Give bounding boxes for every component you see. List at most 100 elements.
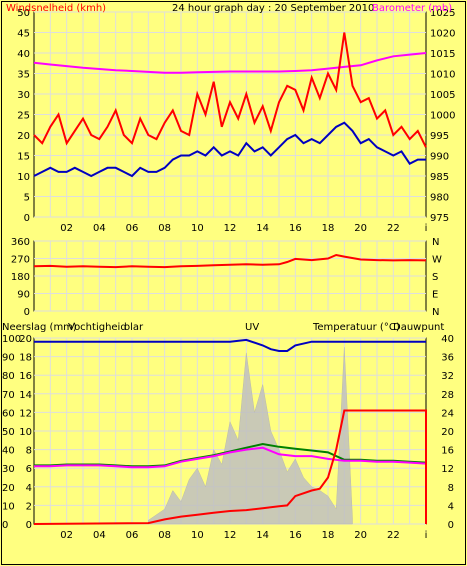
- barometer-tick-label: 1010: [430, 70, 455, 81]
- rain-x-tick-label: 16: [289, 530, 302, 541]
- barometer-tick-label: 985: [430, 172, 449, 183]
- temperature-tick-label: 20: [441, 427, 454, 438]
- rain-x-tick-label: 18: [322, 530, 335, 541]
- direction-tick-label: 270: [11, 255, 30, 266]
- compass-tick-label: S: [432, 272, 438, 283]
- barometer-axis-label: Barometer (mb): [372, 3, 452, 14]
- barometer-tick-label: 1025: [430, 8, 455, 19]
- wind-tick-label: 45: [17, 29, 30, 40]
- rain-tick-label: 14: [19, 390, 32, 401]
- rain-x-tick-label: 08: [158, 530, 171, 541]
- humidity-tick-label: 0: [2, 520, 8, 531]
- rain-tick-label: 4: [26, 483, 32, 494]
- rain-tick-label: 8: [26, 446, 32, 457]
- temperature-tick-label: 8: [448, 483, 454, 494]
- humidity-tick-label: 50: [2, 427, 15, 438]
- compass-tick-label: E: [432, 290, 438, 301]
- humidity-tick-label: 70: [2, 390, 15, 401]
- solar-uv-area: [148, 347, 353, 525]
- humidity-tick-label: 30: [2, 464, 15, 475]
- rain-tick-label: 0: [26, 520, 32, 531]
- rain-x-tick-label: 14: [256, 530, 269, 541]
- direction-tick-label: 90: [17, 290, 30, 301]
- temperature-tick-label: 4: [448, 501, 454, 512]
- rain-tick-label: 6: [26, 464, 32, 475]
- wind-series-line: [33, 32, 427, 148]
- wind-tick-label: 50: [17, 8, 30, 19]
- wind-x-tick-label: 10: [191, 223, 204, 234]
- direction-panel-series: [33, 253, 427, 269]
- wind-series-line: [33, 121, 426, 178]
- barometer-tick-label: 1000: [430, 111, 455, 122]
- legend-solar: olar: [124, 322, 144, 333]
- compass-tick-label: N: [432, 237, 439, 248]
- direction-tick-label: 360: [11, 237, 30, 248]
- temperature-tick-label: 12: [441, 464, 454, 475]
- legend-temperature: Temperatuur (°C): [312, 322, 400, 333]
- rain-temp-series-line: [34, 338, 426, 352]
- barometer-tick-label: 1005: [430, 90, 455, 101]
- wind-tick-label: 30: [17, 90, 30, 101]
- humidity-tick-label: 80: [2, 371, 15, 382]
- wind-tick-label: 25: [17, 111, 30, 122]
- rain-tick-label: 12: [19, 408, 32, 419]
- wind-series-line: [33, 52, 427, 74]
- wind-tick-label: 40: [17, 49, 30, 60]
- compass-tick-label: N: [432, 307, 439, 318]
- wind-tick-label: 0: [24, 213, 30, 224]
- barometer-tick-label: 1015: [430, 49, 455, 60]
- humidity-tick-label: 20: [2, 483, 15, 494]
- rain-x-tick-label: 12: [224, 530, 237, 541]
- rain-tick-label: 20: [19, 334, 32, 345]
- wind-x-tick-label: 06: [126, 223, 139, 234]
- wind-tick-label: 5: [24, 193, 30, 204]
- wind-tick-label: 10: [17, 172, 30, 183]
- wind-panel-series: [33, 32, 427, 178]
- barometer-tick-label: 990: [430, 152, 449, 163]
- wind-x-tick-label: i: [425, 223, 428, 234]
- rain-x-tick-label: i: [425, 530, 428, 541]
- rain-x-tick-label: 04: [93, 530, 106, 541]
- wind-x-tick-label: 22: [387, 223, 400, 234]
- temperature-tick-label: 40: [441, 334, 454, 345]
- legend-dewpoint: Dauwpunt: [393, 322, 444, 333]
- wind-x-tick-label: 02: [60, 223, 73, 234]
- rain-tick-label: 2: [26, 501, 32, 512]
- rain-x-tick-label: 10: [191, 530, 204, 541]
- wind-tick-label: 15: [17, 152, 30, 163]
- legend-humidity: Vochtigheid: [68, 322, 127, 333]
- legend-rain: Neerslag (mm): [2, 322, 77, 333]
- barometer-tick-label: 980: [430, 193, 449, 204]
- temperature-tick-label: 28: [441, 390, 454, 401]
- direction-tick-label: 0: [24, 307, 30, 318]
- wind-panel-grid: [34, 11, 426, 218]
- rain-x-tick-label: 20: [354, 530, 367, 541]
- wind-axis-label: Windsnelheid (kmh): [6, 3, 106, 14]
- rain-temp-panel-series: [33, 338, 427, 525]
- wind-x-tick-label: 18: [322, 223, 335, 234]
- temperature-tick-label: 0: [448, 520, 454, 531]
- temperature-tick-label: 32: [441, 371, 454, 382]
- humidity-tick-label: 100: [2, 334, 21, 345]
- wind-tick-label: 20: [17, 131, 30, 142]
- humidity-tick-label: 10: [2, 501, 15, 512]
- direction-panel-ticks: 0 N 90 E 180 S 270 W 360 N: [11, 237, 442, 318]
- barometer-tick-label: 995: [430, 131, 449, 142]
- humidity-tick-label: 90: [2, 353, 15, 364]
- rain-temp-series-line: [33, 409, 427, 525]
- temperature-tick-label: 24: [441, 408, 454, 419]
- direction-tick-label: 180: [11, 272, 30, 283]
- direction-series-line: [33, 253, 427, 269]
- rain-tick-label: 10: [19, 427, 32, 438]
- barometer-tick-label: 975: [430, 213, 449, 224]
- wind-x-tick-label: 04: [93, 223, 106, 234]
- wind-x-tick-label: 20: [354, 223, 367, 234]
- barometer-tick-label: 1020: [430, 29, 455, 40]
- humidity-tick-label: 60: [2, 408, 15, 419]
- rain-x-tick-label: 02: [60, 530, 73, 541]
- rain-temp-series-line: [34, 446, 427, 469]
- compass-tick-label: W: [432, 255, 442, 266]
